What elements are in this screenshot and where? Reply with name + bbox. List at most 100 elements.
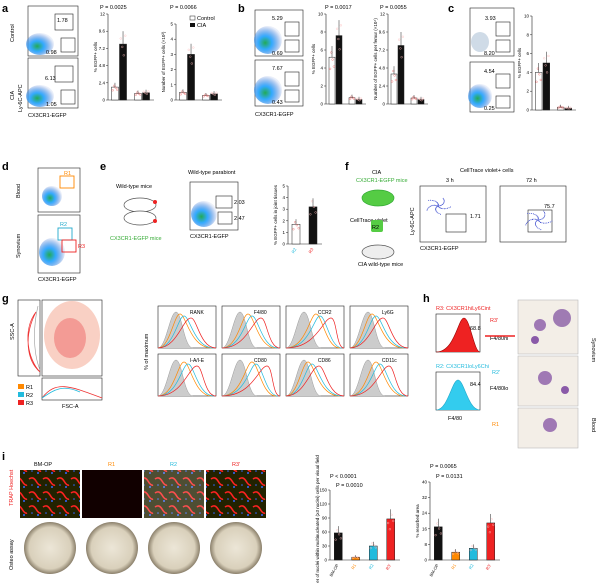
histogram-r2: [157, 363, 215, 397]
data-point: [536, 220, 538, 222]
data-point: [443, 200, 445, 202]
data-point: [538, 221, 540, 223]
data-point: [374, 546, 377, 549]
data-point: [452, 552, 455, 555]
axis-label: CX3CR1-EGFP: [38, 277, 77, 283]
data-point: [434, 534, 437, 537]
data-point: [487, 525, 490, 528]
data-point: [540, 221, 542, 223]
y-tick-label: 90: [322, 516, 328, 521]
y-tick-label: 8: [424, 542, 427, 547]
data-point: [537, 219, 539, 221]
y-tick-label: 4: [282, 195, 285, 200]
data-point: [443, 199, 445, 201]
y-tick-label: 24: [422, 511, 428, 516]
gate-value: 0.98: [46, 50, 57, 56]
y-tick-label: 5: [282, 184, 285, 189]
data-point: [357, 556, 360, 559]
data-point: [544, 222, 546, 224]
tag: F4/80hi: [490, 336, 508, 342]
y-axis-label: % resorbed area: [415, 504, 420, 538]
data-point: [548, 222, 550, 224]
axis-label: F4/80: [448, 416, 462, 422]
x-tick-label: R3: [307, 246, 314, 254]
bar: [119, 43, 127, 101]
data-point: [437, 203, 439, 205]
gate-value: 3.93: [485, 16, 496, 22]
data-point: [543, 210, 545, 212]
panel-letter-c: c: [448, 3, 454, 15]
data-point: [533, 218, 535, 220]
marker-label: I-A/I-E: [190, 358, 205, 364]
histogram-r2: [285, 363, 343, 397]
data-point: [531, 213, 533, 215]
histogram-r1: [285, 361, 341, 397]
y-tick-label: 2.4: [99, 80, 106, 85]
y-tick-label: 10: [318, 12, 324, 17]
data-point: [438, 527, 441, 530]
data-point: [443, 201, 445, 203]
marker-label: RANK: [190, 310, 205, 316]
label: CIA: [372, 170, 382, 176]
data-point: [116, 88, 119, 91]
data-point: [352, 556, 355, 559]
histogram-r1: [221, 361, 277, 397]
panel-letter-d: d: [2, 161, 9, 173]
x-tick-label: R1: [350, 562, 357, 570]
data-point: [532, 213, 534, 215]
y-tick-label: 0: [324, 558, 327, 563]
data-point: [314, 211, 317, 214]
axis-label: Ly-6C-APC: [18, 84, 24, 112]
x-tick-label: R1: [450, 562, 457, 570]
histogram-r3: [349, 317, 409, 349]
data-point: [437, 204, 439, 206]
gate-value: 84.4: [470, 382, 481, 388]
x-tick-label: R2: [368, 562, 375, 570]
y-tick-label: 120: [319, 502, 327, 507]
gate-value: 0.43: [272, 100, 283, 106]
data-point: [438, 205, 440, 207]
histogram-r2: [221, 363, 279, 397]
data-point: [187, 48, 190, 51]
chart-e1: 0 1 2 3 4 5 % EGFP+ cells in joint tissues R2 R3: [273, 184, 322, 254]
y-axis-label: Number of nuclei within multinucleated (…: [315, 455, 320, 583]
data-point: [192, 46, 195, 49]
chart-b1: 0 2 4 6 8 10 % EGFP+ cells: [311, 12, 366, 107]
y-tick-label: 0: [282, 242, 285, 247]
data-point: [543, 216, 545, 218]
data-point: [394, 78, 397, 82]
data-point: [435, 209, 437, 211]
histogram-r3: [285, 317, 345, 349]
gate-value: 0.25: [484, 106, 495, 112]
y-tick-label: 0: [424, 558, 427, 563]
y-tick-label: 2: [320, 84, 323, 89]
data-point: [114, 86, 117, 89]
data-point: [535, 214, 537, 216]
panel-g-scatter: SSC-A FSC-A R1 R2 R3 % of maximum: [10, 299, 150, 410]
data-point: [179, 93, 182, 96]
col-label: R3': [232, 462, 240, 468]
data-point: [439, 207, 441, 209]
label: Wild-type parabiont: [188, 170, 236, 176]
panel-e-diagram: Wild-type mice CX3CR1-EGFP mice Wild-typ…: [110, 170, 245, 242]
data-point: [529, 219, 531, 221]
y-tick-label: 9.6: [99, 29, 106, 34]
histogram-r2: [157, 315, 215, 349]
label: CIA wild-type mice: [358, 262, 403, 268]
bar: [335, 35, 343, 105]
data-point: [411, 98, 414, 101]
col-label: R2: [170, 462, 177, 468]
data-point: [544, 64, 547, 67]
label: 72 h: [526, 178, 537, 184]
data-point: [339, 537, 342, 540]
data-point: [531, 218, 533, 220]
histogram-r1: [157, 313, 213, 349]
histogram-r2: [349, 363, 407, 397]
y-tick-label: 40: [422, 480, 428, 485]
data-point: [349, 97, 352, 101]
y-tick-label: 9.6: [379, 30, 386, 35]
gate-value: 1.78: [57, 18, 68, 24]
bar: [134, 93, 142, 101]
y-tick-label: 4: [170, 37, 173, 42]
data-point: [535, 221, 537, 223]
